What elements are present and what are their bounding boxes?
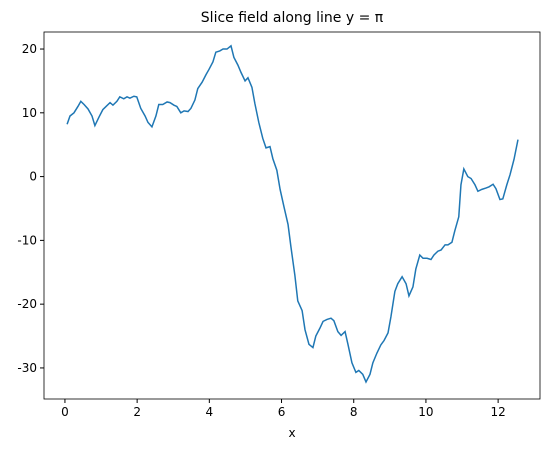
line — [66, 44, 519, 384]
x-tick-label: 8 — [350, 405, 358, 419]
x-tick-label: 2 — [133, 405, 141, 419]
x-axis-label: x — [288, 426, 295, 440]
x-tick-label: 10 — [418, 405, 433, 419]
y-tick-label: -20 — [17, 297, 37, 311]
chart-title: Slice field along line y = π — [201, 10, 384, 26]
y-tick-label: -10 — [17, 233, 37, 247]
y-tick-label: 10 — [22, 106, 37, 120]
x-tick-label: 12 — [490, 405, 505, 419]
y-tick-label: 0 — [29, 170, 37, 184]
plot-frame — [43, 31, 541, 400]
x-tick-label: 6 — [278, 405, 286, 419]
y-tick-label: 20 — [22, 42, 37, 56]
x-tick-label: 4 — [206, 405, 214, 419]
x-tick-label: 0 — [61, 405, 69, 419]
y-tick-label: -30 — [17, 361, 37, 375]
